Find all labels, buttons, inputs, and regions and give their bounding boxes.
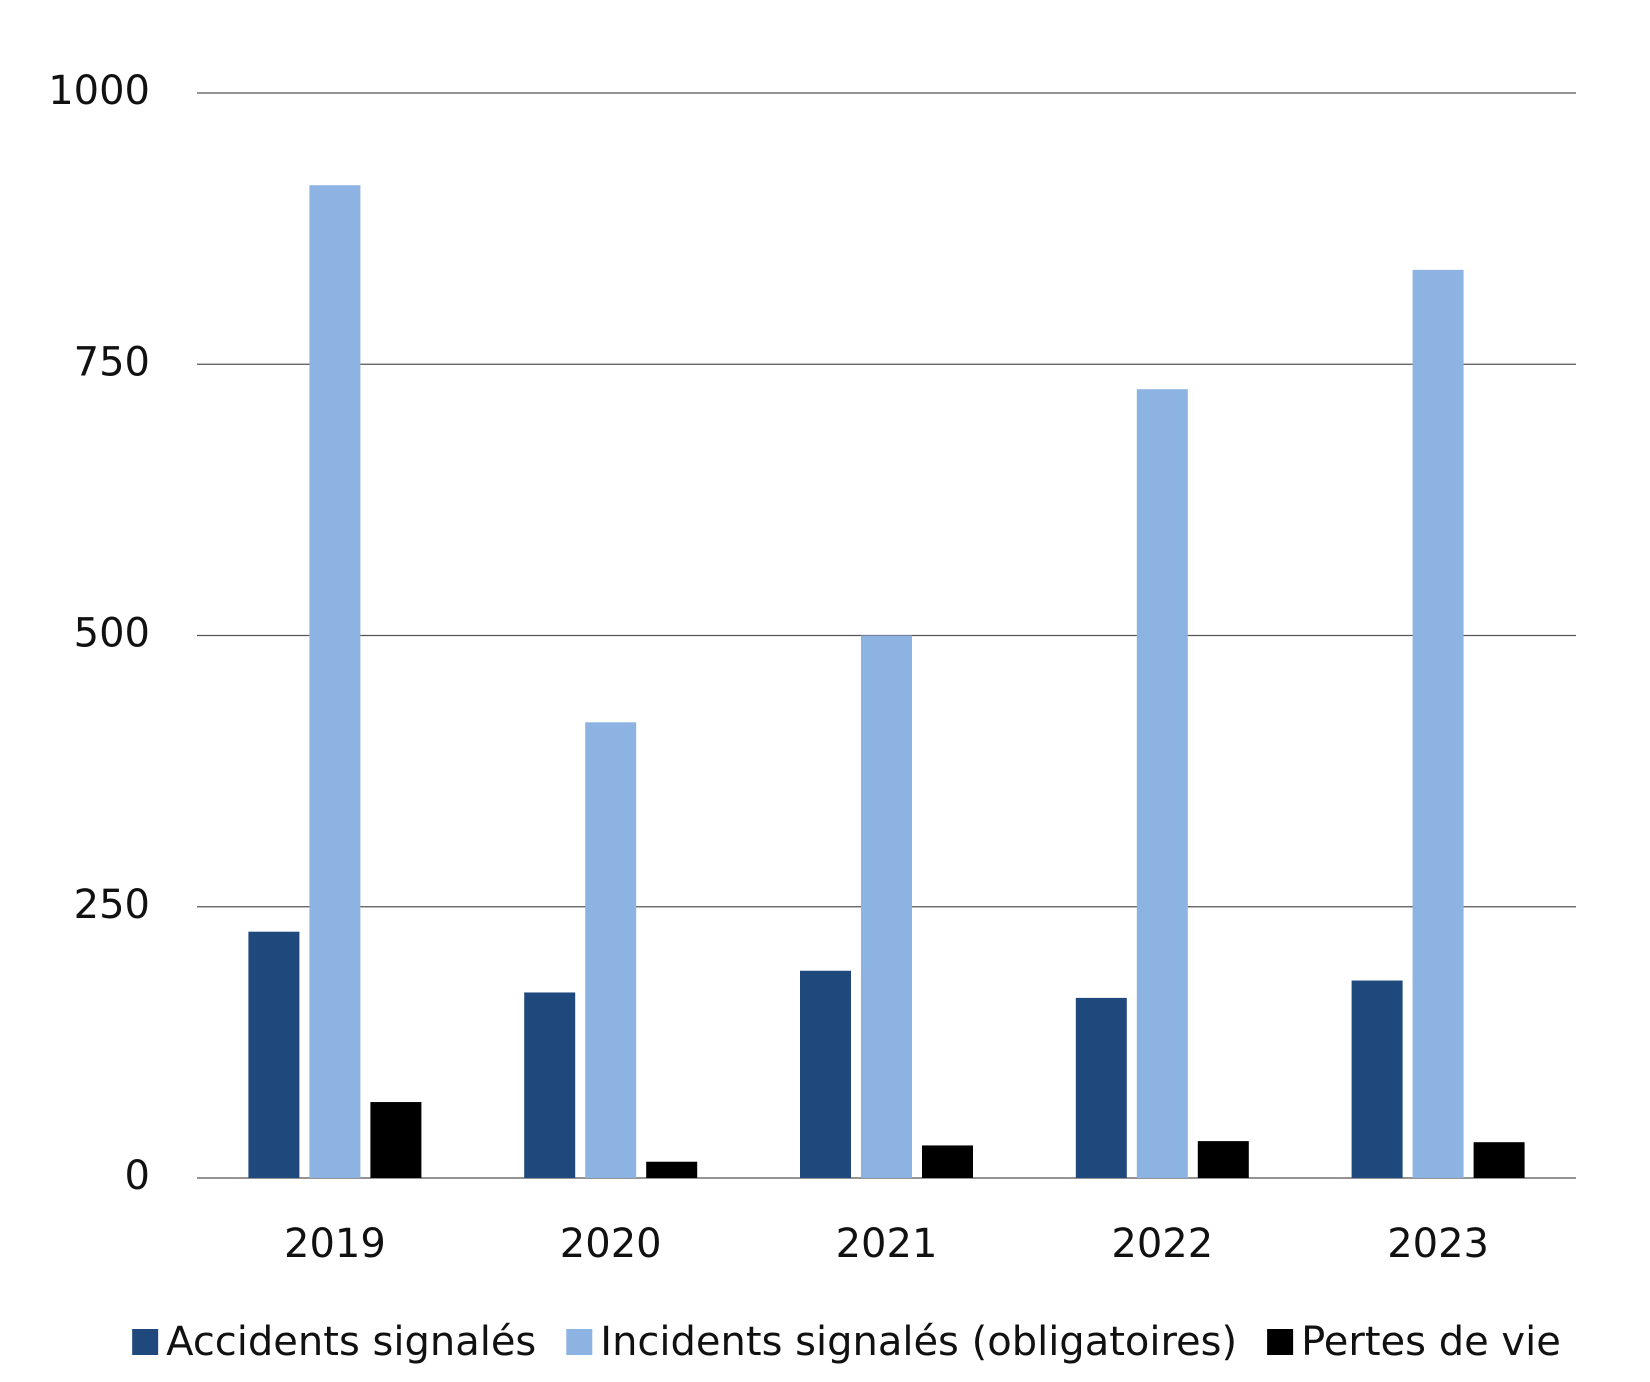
bar xyxy=(800,970,851,1178)
y-tick-label: 750 xyxy=(74,339,150,385)
bar xyxy=(1197,1141,1249,1178)
legend-label: Incidents signalés (obligatoires) xyxy=(600,1319,1237,1365)
legend-swatch xyxy=(132,1329,159,1355)
bar xyxy=(524,992,576,1178)
bar xyxy=(861,635,912,1178)
bar xyxy=(922,1145,973,1178)
x-tick-label: 2020 xyxy=(560,1221,662,1267)
x-tick-label: 2022 xyxy=(1111,1221,1213,1267)
bar xyxy=(1412,269,1464,1179)
bar xyxy=(1136,389,1188,1179)
legend-label: Pertes de vie xyxy=(1301,1319,1561,1365)
bar xyxy=(248,931,300,1178)
y-tick-label: 250 xyxy=(74,882,150,928)
x-tick-label: 2023 xyxy=(1387,1221,1489,1267)
y-tick-label: 0 xyxy=(125,1153,150,1199)
y-tick-label: 500 xyxy=(74,611,150,657)
legend-swatch xyxy=(566,1329,593,1355)
bar xyxy=(1473,1142,1525,1178)
bar xyxy=(1075,997,1127,1178)
legend-swatch xyxy=(1267,1329,1294,1355)
bar xyxy=(646,1161,698,1178)
x-tick-label: 2021 xyxy=(836,1221,938,1267)
x-tick-label: 2019 xyxy=(284,1221,386,1267)
legend-label: Accidents signalés xyxy=(166,1319,536,1365)
bar xyxy=(1351,980,1403,1178)
bar xyxy=(309,185,361,1179)
bar xyxy=(370,1102,422,1178)
y-tick-label: 1000 xyxy=(48,68,150,114)
bar xyxy=(585,722,637,1178)
